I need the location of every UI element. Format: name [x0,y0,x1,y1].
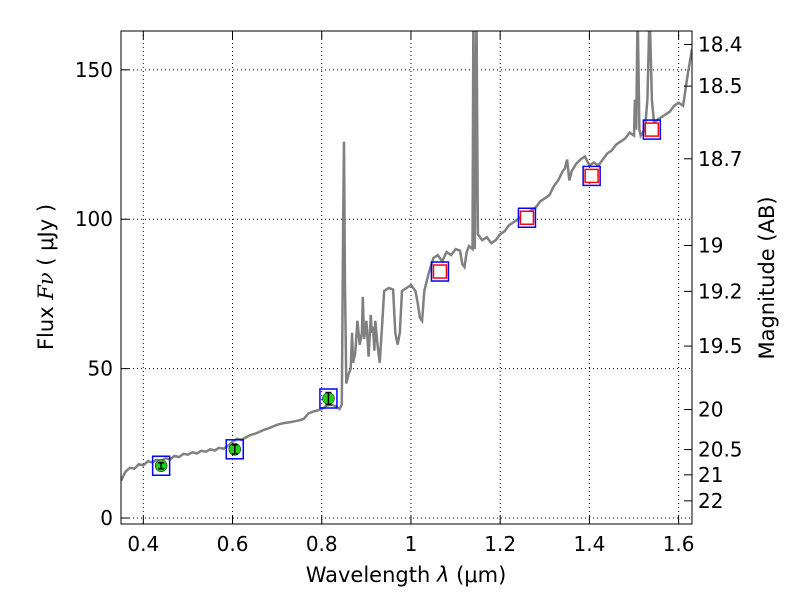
x-tick-label: 1 [405,532,418,556]
predicted-marker [644,122,660,137]
y-tick-label: 50 [88,357,113,381]
y-axis-title: Flux Fν ( μJy ) [34,204,58,350]
model-marker [151,455,171,476]
mag-tick-label: 18.7 [698,147,743,171]
model-marker [225,439,245,460]
mag-tick-label: 18.5 [698,74,743,98]
mag-tick-label: 19.5 [698,334,743,358]
x-tick-label: 0.6 [217,532,249,556]
x-tick-label: 0.8 [306,532,338,556]
predicted-marker [432,264,448,279]
mag-tick-label: 20 [698,398,723,422]
model-marker [319,388,338,409]
mag-tick-label: 22 [698,489,723,513]
x-tick-label: 1.6 [663,532,695,556]
model-marker [582,165,601,187]
y-tick-label: 0 [100,506,113,530]
x-tick-label: 1.4 [573,532,605,556]
plot-area [121,31,692,482]
predicted-marker [584,168,599,184]
axis-ticks: 0.4 0.6 0.8 1 1.2 1.4 1.6 0 50 100 150 18.4 18.5 18.7… [75,31,743,556]
model-marker [430,261,450,282]
x-axis-title: Wavelength λ (μm) [306,563,507,587]
mag-tick-label: 19.2 [698,279,743,303]
y2-axis-title: Magnitude (AB) [755,196,779,359]
model-marker [642,119,662,140]
y-tick-label: 150 [75,58,113,82]
mag-tick-label: 19 [698,234,723,258]
y-tick-label: 100 [75,207,113,231]
x-tick-label: 0.4 [127,532,159,556]
model-marker [517,207,537,228]
mag-tick-label: 18.4 [698,32,743,56]
x-tick-label: 1.2 [484,532,516,556]
predicted-marker [519,210,535,225]
spectrum-line [121,31,692,482]
mag-tick-label: 20.5 [698,438,743,462]
mag-tick-label: 21 [698,463,723,487]
photometry-markers [151,119,662,476]
plot-frame [120,30,693,525]
